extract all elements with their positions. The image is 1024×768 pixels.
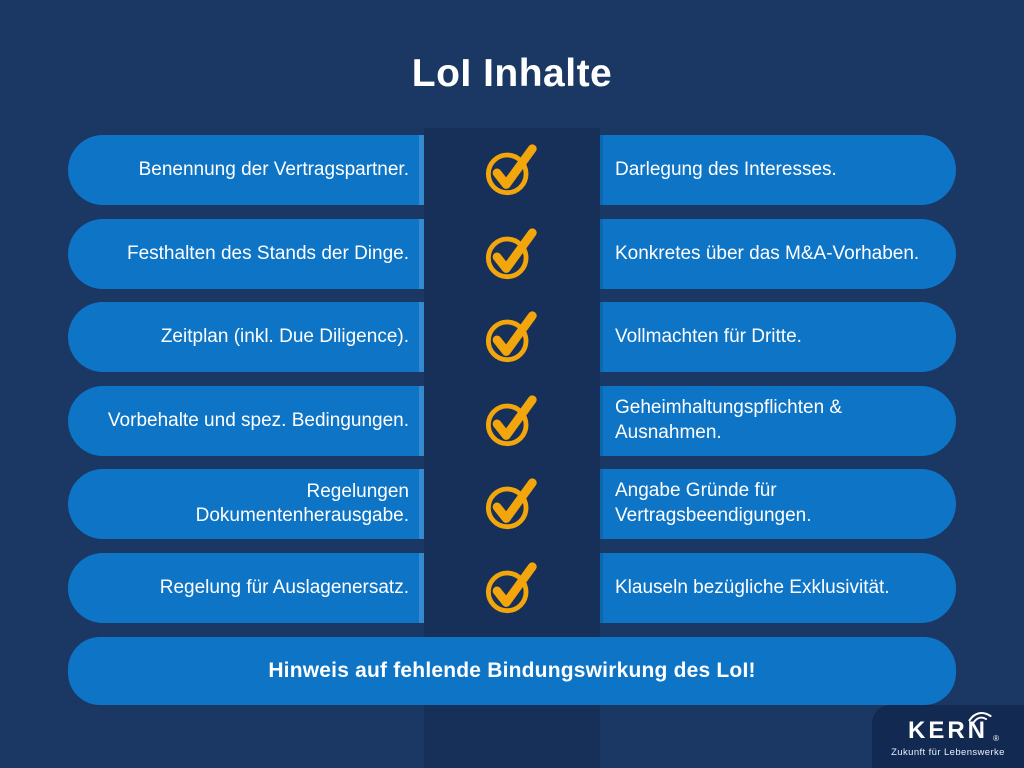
right-item-2-label: Konkretes über das M&A-Vorhaben. [615, 242, 920, 264]
left-item-2-label: Festhalten des Stands der Dinge. [126, 243, 409, 265]
check-circle-icon [485, 311, 537, 363]
right-item-4: Geheimhaltungspflichten & Ausnahmen. [600, 386, 956, 456]
kern-wordmark: KERN [907, 717, 988, 744]
left-item-2: Festhalten des Stands der Dinge. [68, 219, 424, 289]
right-item-4-label: Geheimhaltungspflichten & Ausnahmen. [615, 397, 843, 443]
left-item-1: Benennung der Vertragspartner. [68, 135, 424, 205]
footer-note: Hinweis auf fehlende Bindungswirkung des… [68, 637, 956, 705]
right-item-5-label: Angabe Gründe für Vertragsbeendigungen. [615, 480, 812, 526]
right-item-1: Darlegung des Interesses. [600, 135, 956, 205]
kern-logo-panel: KERN ® Zukunft für Lebenswerke [872, 705, 1024, 768]
left-item-3: Zeitplan (inkl. Due Diligence). [68, 302, 424, 372]
right-item-6: Klauseln bezügliche Exklusivität. [600, 553, 956, 623]
right-item-2: Konkretes über das M&A-Vorhaben. [600, 219, 956, 289]
page-title: LoI Inhalte [411, 52, 613, 95]
left-item-5-label: Regelungen Dokumentenherausgabe. [195, 481, 409, 526]
left-item-6: Regelung für Auslagenersatz. [68, 553, 424, 623]
left-item-1-label: Benennung der Vertragspartner. [138, 159, 409, 181]
kern-logo: KERN ® [907, 711, 999, 744]
registered-mark: ® [993, 734, 999, 743]
check-circle-icon [485, 478, 537, 530]
right-item-1-label: Darlegung des Interesses. [615, 158, 837, 180]
left-item-3-label: Zeitplan (inkl. Due Diligence). [160, 326, 409, 348]
left-item-4-label: Vorbehalte und spez. Bedingungen. [107, 410, 409, 432]
left-item-5: Regelungen Dokumentenherausgabe. [68, 469, 424, 539]
check-circle-icon [485, 562, 537, 614]
check-circle-icon [485, 144, 537, 196]
right-item-6-label: Klauseln bezügliche Exklusivität. [615, 576, 890, 598]
right-item-3-label: Vollmachten für Dritte. [615, 325, 802, 347]
right-item-5: Angabe Gründe für Vertragsbeendigungen. [600, 469, 956, 539]
left-item-6-label: Regelung für Auslagenersatz. [159, 577, 409, 599]
left-item-4: Vorbehalte und spez. Bedingungen. [68, 386, 424, 456]
footer-note-label: Hinweis auf fehlende Bindungswirkung des… [268, 659, 756, 682]
kern-arcs-icon [968, 711, 992, 723]
check-circle-icon [485, 395, 537, 447]
kern-tagline: Zukunft für Lebenswerke [891, 747, 1005, 758]
right-item-3: Vollmachten für Dritte. [600, 302, 956, 372]
check-circle-icon [485, 228, 537, 280]
